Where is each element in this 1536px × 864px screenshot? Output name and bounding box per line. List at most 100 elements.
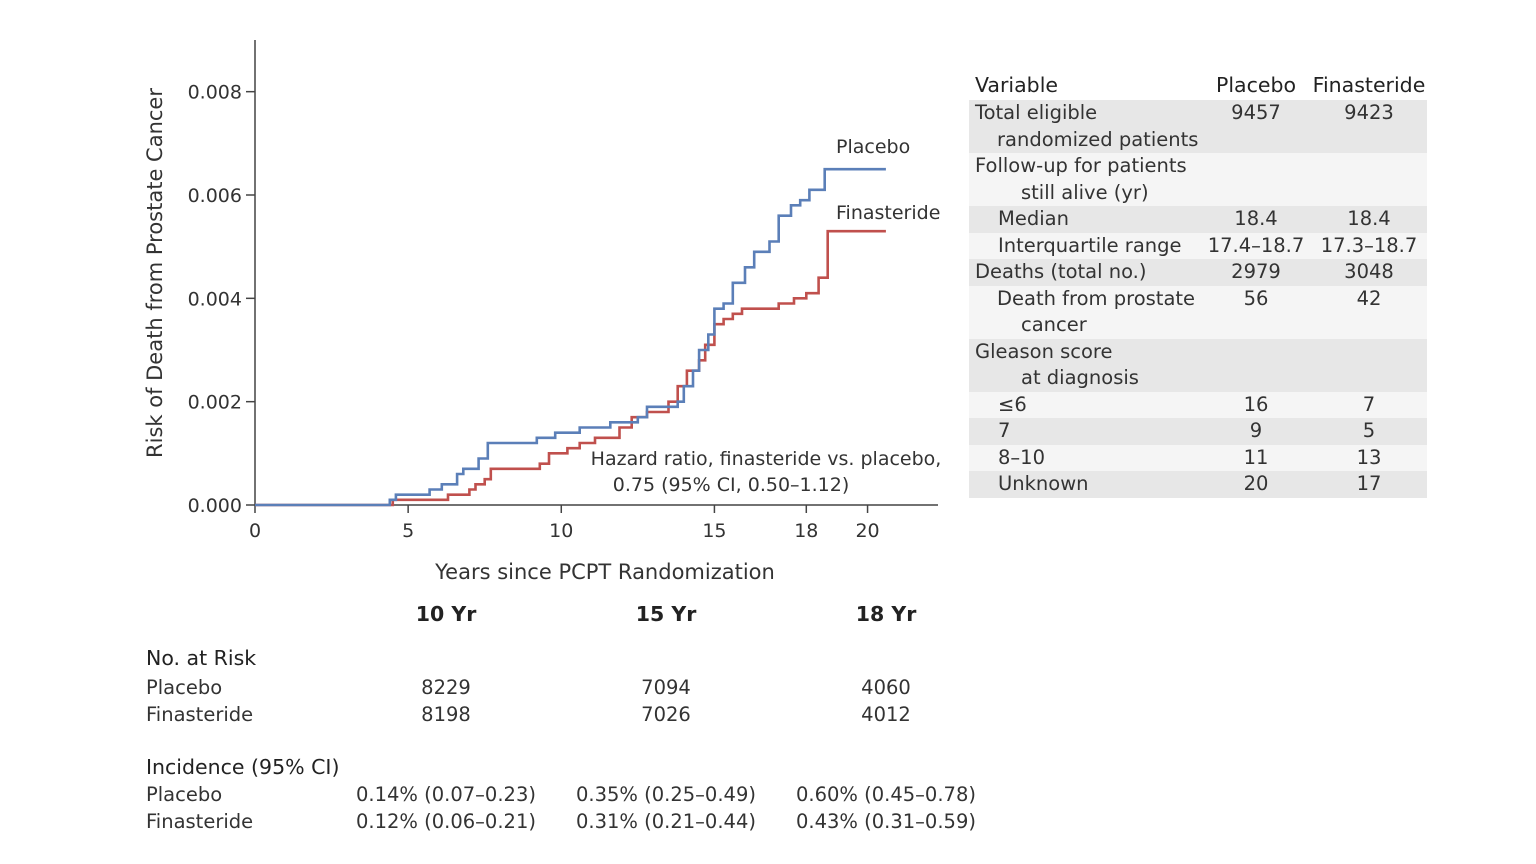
- x-tick-label: 5: [402, 520, 414, 542]
- incidence-finasteride-label: Finasteride: [146, 810, 254, 833]
- y-tick-label: 0.008: [188, 82, 242, 104]
- summary-table: Variable Placebo Finasteride Total eligi…: [969, 70, 1427, 498]
- table-row: Death from prostate cancer 56 42: [969, 285, 1427, 339]
- table-row: Follow-up for patients still alive (yr): [969, 153, 1427, 206]
- y-tick-label: 0.006: [188, 185, 242, 207]
- series-line-finasteride: [255, 229, 886, 507]
- x-tick-label: 0: [249, 520, 261, 542]
- y-tick-label: 0.004: [188, 288, 242, 310]
- x-tick-label: 20: [855, 520, 879, 542]
- row-label-line: at diagnosis: [1021, 366, 1139, 389]
- cell-finasteride: 17: [1356, 472, 1382, 495]
- x-tick-label: 10: [549, 520, 573, 542]
- cell-finasteride: 9423: [1344, 101, 1394, 124]
- table-row: Unknown 20 17: [969, 471, 1427, 498]
- cell-placebo: 17.4–18.7: [1207, 233, 1305, 257]
- row-label-line: still alive (yr): [1021, 180, 1149, 204]
- cell-finasteride: 3048: [1344, 260, 1394, 283]
- at-risk-finasteride-18: 4012: [861, 703, 911, 726]
- series-line-placebo: [255, 167, 886, 507]
- header-variable: Variable: [975, 72, 1059, 97]
- row-label: Gleason score at diagnosis: [969, 339, 1201, 392]
- incidence-placebo-label: Placebo: [146, 783, 223, 806]
- table-row: Interquartile range 17.4–18.7 17.3–18.7: [969, 232, 1427, 259]
- x-tick-label: 15: [702, 520, 726, 542]
- incidence-placebo-15: 0.35% (0.25–0.49): [576, 783, 756, 806]
- risk-chart: 0.000 0.002 0.004 0.006 0.008 0 5 10 15 18 20 Risk…: [143, 40, 942, 584]
- row-label-line: cancer: [1021, 313, 1087, 336]
- row-label: 7: [998, 419, 1011, 442]
- at-risk-finasteride-label: Finasteride: [146, 703, 254, 726]
- cell-placebo: [1201, 153, 1311, 206]
- cell-finasteride: 42: [1356, 286, 1382, 310]
- cell-placebo: [1201, 339, 1311, 392]
- cell-placebo: 9: [1249, 419, 1263, 442]
- row-label: ≤6: [998, 392, 1027, 416]
- cell-placebo: 11: [1243, 445, 1269, 469]
- x-axis-title: Years since PCPT Randomization: [434, 560, 775, 584]
- year-header-18: 18 Yr: [855, 602, 917, 626]
- series-label-finasteride: Finasteride: [836, 202, 940, 224]
- row-label: Total eligible randomized patients: [969, 100, 1201, 153]
- cell-placebo: 2979: [1231, 260, 1281, 283]
- table-row: Deaths (total no.) 2979 3048: [969, 259, 1427, 286]
- series-lines: [255, 167, 886, 507]
- table-row: Total eligible randomized patients 9457 …: [969, 100, 1427, 153]
- table-row: 8–10 11 13: [969, 444, 1427, 471]
- table-row: Median 18.4 18.4: [969, 206, 1427, 233]
- cell-finasteride: [1311, 153, 1427, 206]
- at-risk-placebo-10: 8229: [421, 676, 471, 699]
- hazard-ratio-line-1: Hazard ratio, finasteride vs. placebo,: [591, 448, 942, 470]
- row-label: Death from prostate cancer: [969, 286, 1201, 339]
- row-label-line: randomized patients: [997, 127, 1199, 151]
- series-label-placebo: Placebo: [836, 136, 910, 158]
- at-risk-placebo-label: Placebo: [146, 676, 223, 699]
- row-label-line: Death from prostate: [997, 286, 1196, 310]
- row-label-line: Gleason score: [975, 339, 1113, 363]
- table-row: ≤6 16 7: [969, 391, 1427, 418]
- row-label: Deaths (total no.): [975, 260, 1147, 283]
- row-label-line: Total eligible: [975, 101, 1098, 124]
- cell-finasteride: 7: [1362, 392, 1376, 416]
- incidence-finasteride-15: 0.31% (0.21–0.44): [576, 810, 756, 833]
- header-finasteride: Finasteride: [1312, 72, 1426, 97]
- y-axis-title: Risk of Death from Prostate Cancer: [143, 88, 167, 458]
- at-risk-title: No. at Risk: [146, 646, 257, 670]
- axes: [254, 40, 938, 506]
- y-tick-label: 0.002: [188, 392, 242, 414]
- cell-placebo: 9457: [1231, 101, 1281, 124]
- ticks: 0.000 0.002 0.004 0.006 0.008 0 5 10 15 18 20: [188, 82, 880, 542]
- at-risk-placebo-15: 7094: [641, 676, 691, 699]
- year-header-10: 10 Yr: [415, 602, 477, 626]
- at-risk-finasteride-10: 8198: [421, 703, 471, 726]
- y-tick-label: 0.000: [188, 495, 242, 517]
- incidence-finasteride-10: 0.12% (0.06–0.21): [356, 810, 536, 833]
- x-tick-label: 18: [794, 520, 818, 542]
- row-label: Follow-up for patients still alive (yr): [969, 153, 1201, 206]
- cell-placebo: 16: [1243, 392, 1269, 416]
- at-risk-placebo-18: 4060: [861, 676, 911, 699]
- incidence-finasteride-18: 0.43% (0.31–0.59): [796, 810, 976, 833]
- year-header-15: 15 Yr: [635, 602, 697, 626]
- table-row: Gleason score at diagnosis: [969, 338, 1427, 392]
- row-label: 8–10: [998, 445, 1045, 469]
- cell-finasteride: 5: [1362, 419, 1376, 442]
- incidence-title: Incidence (95% CI): [146, 755, 340, 779]
- cell-placebo: 56: [1243, 286, 1269, 310]
- header-placebo: Placebo: [1215, 72, 1297, 97]
- at-risk-finasteride-15: 7026: [641, 703, 691, 726]
- incidence-placebo-10: 0.14% (0.07–0.23): [356, 783, 536, 806]
- cell-finasteride: 13: [1356, 445, 1382, 469]
- cell-finasteride: [1311, 339, 1427, 392]
- row-label: Median: [998, 207, 1069, 230]
- incidence-placebo-18: 0.60% (0.45–0.78): [796, 783, 976, 806]
- row-label-line: Follow-up for patients: [975, 154, 1187, 177]
- hazard-ratio-line-2: 0.75 (95% CI, 0.50–1.12): [613, 474, 850, 496]
- cell-finasteride: 18.4: [1347, 207, 1391, 230]
- row-label: Unknown: [998, 472, 1089, 495]
- table-header: Variable Placebo Finasteride: [969, 70, 1427, 100]
- cell-finasteride: 17.3–18.7: [1320, 233, 1418, 257]
- table-row: 7 9 5: [969, 418, 1427, 445]
- row-label: Interquartile range: [998, 233, 1182, 257]
- cell-placebo: 18.4: [1234, 207, 1278, 230]
